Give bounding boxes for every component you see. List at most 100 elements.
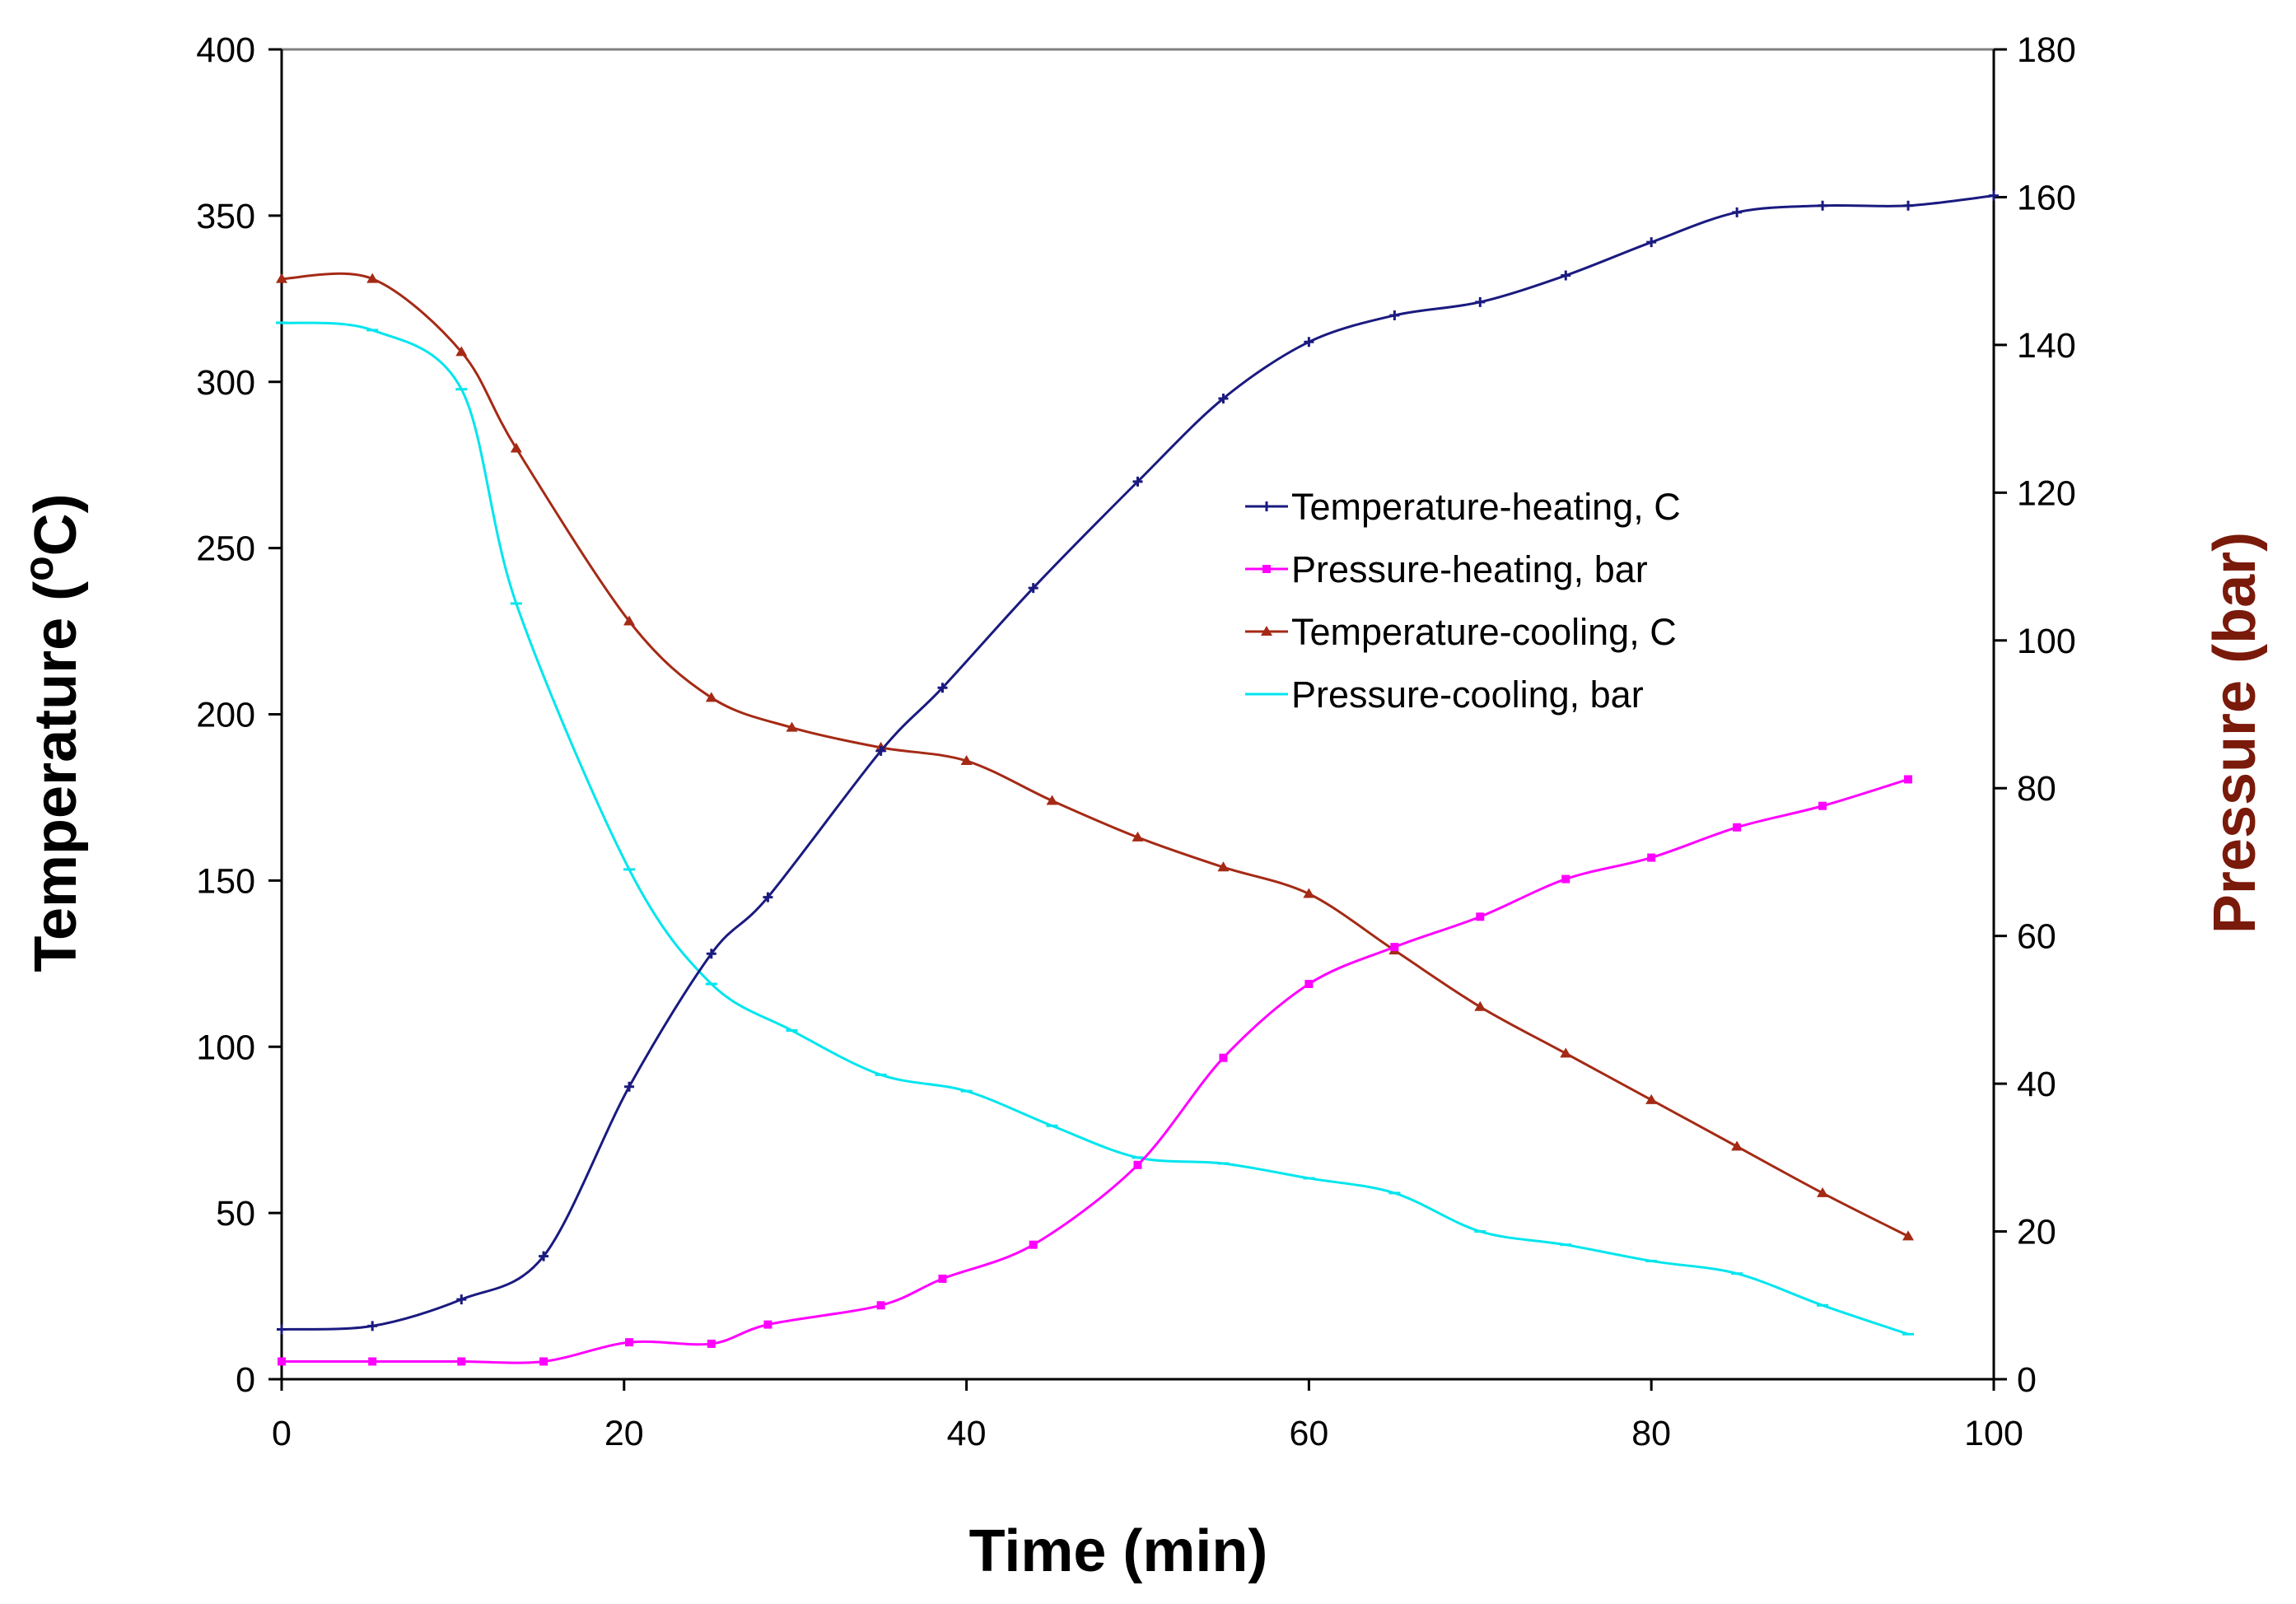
data-point xyxy=(1989,190,1999,201)
data-point xyxy=(1560,1047,1572,1058)
legend-item: Temperature-heating, C xyxy=(1245,486,1681,528)
data-point xyxy=(366,273,379,283)
data-point xyxy=(1817,1187,1829,1197)
legend-swatch-marker xyxy=(1262,565,1271,573)
data-point xyxy=(706,949,716,959)
y-right-tick-label: 20 xyxy=(2017,1213,2056,1252)
data-point xyxy=(1646,237,1657,248)
data-point xyxy=(875,745,886,756)
data-point xyxy=(1818,200,1828,211)
legend-label: Temperature-heating, C xyxy=(1291,486,1681,528)
data-point xyxy=(278,1357,286,1366)
y-left-tick-label: 250 xyxy=(196,529,255,569)
series-layer xyxy=(276,190,1999,1366)
data-point xyxy=(1133,1160,1142,1169)
data-point xyxy=(1903,200,1914,211)
y-right-axis-title: Pressure (bar) xyxy=(2202,532,2268,934)
legend: Temperature-heating, C Pressure-heating, … xyxy=(1245,486,1681,716)
data-point xyxy=(1476,912,1485,921)
plot-area xyxy=(282,49,1994,1379)
data-point xyxy=(1902,1230,1915,1241)
y-right-tick-label: 60 xyxy=(2017,917,2056,957)
data-point xyxy=(1304,337,1314,347)
data-point xyxy=(1475,296,1486,307)
legend-item: Pressure-cooling, bar xyxy=(1245,674,1644,716)
data-point xyxy=(1028,583,1038,594)
data-point xyxy=(1029,1240,1038,1249)
data-point xyxy=(1904,775,1913,784)
data-point xyxy=(510,442,522,453)
data-point xyxy=(1303,888,1315,898)
series-line xyxy=(281,194,1995,1331)
data-point xyxy=(1474,1000,1486,1011)
data-point xyxy=(707,1339,716,1348)
legend-label: Pressure-heating, bar xyxy=(1291,548,1648,590)
x-tick-label: 80 xyxy=(1631,1414,1671,1453)
series-temperature-cooling-c xyxy=(276,272,1915,1241)
data-point xyxy=(1645,1093,1658,1104)
data-point xyxy=(1219,1053,1228,1062)
y-left-axis-title-sup: o xyxy=(16,556,62,581)
data-point xyxy=(539,1251,549,1261)
y-right-tick-label: 80 xyxy=(2017,769,2056,809)
data-point xyxy=(1132,476,1143,487)
data-point xyxy=(763,1320,772,1329)
data-point xyxy=(1733,823,1742,832)
data-point xyxy=(1218,393,1229,403)
legend-item: Temperature-cooling, C xyxy=(1245,611,1677,653)
data-point xyxy=(368,1357,377,1366)
data-point xyxy=(937,683,948,693)
y-left-tick-label: 150 xyxy=(196,861,255,901)
data-point xyxy=(763,892,773,902)
data-point xyxy=(623,615,636,626)
x-tick-label: 20 xyxy=(604,1414,644,1453)
data-point xyxy=(1731,1140,1743,1151)
y-right-tick-label: 180 xyxy=(2017,30,2076,70)
data-point xyxy=(457,1357,466,1366)
legend-item: Pressure-heating, bar xyxy=(1245,548,1648,590)
data-point xyxy=(1304,979,1314,988)
y-right-tick-label: 40 xyxy=(2017,1065,2056,1104)
data-point xyxy=(539,1357,548,1366)
y-left-axis-title: Temperature (oC) xyxy=(16,493,89,972)
y-left-axis-title-tail: C) xyxy=(23,493,89,556)
data-point xyxy=(705,692,717,702)
series-pressure-cooling-bar xyxy=(276,321,1915,1336)
y-right-tick-label: 160 xyxy=(2017,178,2076,217)
data-point xyxy=(1561,270,1571,281)
y-left-tick-label: 300 xyxy=(196,363,255,403)
data-point xyxy=(1818,801,1827,810)
series-temperature-heating-c xyxy=(277,190,1999,1335)
legend-swatch-marker xyxy=(1262,501,1272,511)
data-point xyxy=(456,1294,467,1305)
y-left-tick-label: 0 xyxy=(236,1360,255,1400)
y-left-axis-title-main: Temperature ( xyxy=(23,581,89,972)
legend-label: Temperature-cooling, C xyxy=(1291,611,1677,653)
data-point xyxy=(625,1338,634,1347)
y-right-tick-label: 0 xyxy=(2017,1360,2037,1400)
series-line xyxy=(281,272,1909,1238)
data-point xyxy=(1132,831,1144,842)
data-point xyxy=(277,1324,287,1335)
data-point xyxy=(960,755,973,766)
data-point xyxy=(1732,207,1743,217)
data-point xyxy=(876,1301,885,1310)
y-left-tick-label: 100 xyxy=(196,1028,255,1067)
x-tick-label: 0 xyxy=(272,1414,292,1453)
data-point xyxy=(1389,310,1400,320)
x-tick-label: 60 xyxy=(1289,1414,1328,1453)
data-point xyxy=(1046,795,1058,805)
y-left-tick-label: 350 xyxy=(196,197,255,236)
y-left-tick-label: 400 xyxy=(196,30,255,70)
y-right-tick-label: 100 xyxy=(2017,622,2076,661)
data-point xyxy=(938,1274,947,1283)
y-left-tick-label: 50 xyxy=(216,1194,255,1233)
data-point xyxy=(786,721,798,732)
x-tick-label: 40 xyxy=(947,1414,987,1453)
data-point xyxy=(1390,943,1399,952)
legend-label: Pressure-cooling, bar xyxy=(1291,674,1644,716)
legend-swatch-marker xyxy=(1261,626,1272,636)
data-point xyxy=(367,1321,378,1331)
series-line xyxy=(282,778,1909,1364)
